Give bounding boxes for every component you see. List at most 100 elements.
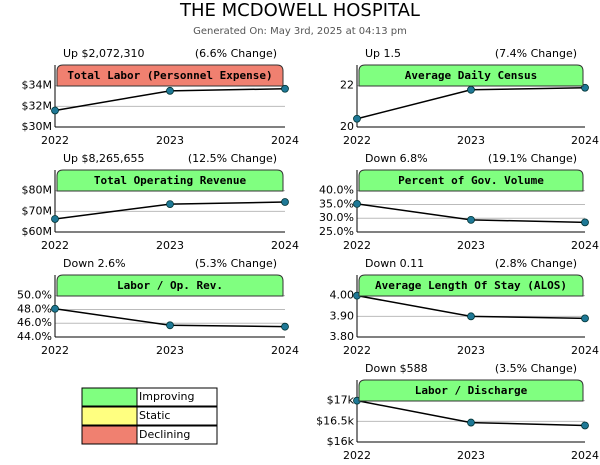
x-tick-label: 2023: [457, 134, 485, 147]
y-tick-label: 20: [340, 120, 354, 133]
point: [467, 215, 475, 224]
point: [581, 218, 589, 227]
x-tick-label: 2024: [271, 344, 299, 357]
x-tick-label: 2022: [41, 134, 69, 147]
change-label: Up $8,265,655: [63, 152, 145, 165]
chart-title: Average Length Of Stay (ALOS): [375, 279, 567, 292]
point: [581, 314, 589, 323]
percent-change-label: (19.1% Change): [488, 152, 577, 165]
legend-label: Static: [139, 409, 170, 422]
x-tick-label: 2023: [457, 449, 485, 462]
y-tick-label: 3.90: [330, 309, 355, 322]
legend-cell: [136, 387, 218, 407]
x-tick-label: 2023: [457, 239, 485, 252]
y-tick-label: $30M: [22, 120, 53, 133]
point: [467, 418, 475, 427]
percent-change-label: (12.5% Change): [188, 152, 277, 165]
point: [281, 84, 289, 93]
legend-swatch: [81, 387, 138, 407]
status-tab: [358, 169, 584, 192]
legend-swatch: [81, 406, 138, 426]
y-tick-label: $60M: [22, 225, 53, 238]
y-tick-label: $70M: [22, 204, 53, 217]
y-tick-label: 35.0%: [319, 197, 354, 210]
legend-cell: [136, 406, 218, 426]
change-label: Down 0.11: [365, 257, 424, 270]
page-title: THE MCDOWELL HOSPITAL: [179, 0, 420, 21]
change-label: Down 2.6%: [63, 257, 126, 270]
x-tick-label: 2023: [156, 239, 184, 252]
point: [51, 215, 59, 223]
y-tick-label: 22: [340, 79, 354, 92]
change-label: Down 6.8%: [365, 152, 428, 165]
percent-change-label: (2.8% Change): [495, 257, 577, 270]
point: [581, 421, 589, 430]
legend-label: Declining: [139, 428, 190, 441]
percent-change-label: (7.4% Change): [495, 47, 577, 60]
y-tick-label: 40.0%: [319, 184, 354, 197]
x-tick-label: 2022: [343, 344, 371, 357]
page-subtitle: Generated On: May 3rd, 2025 at 04:13 pm: [193, 26, 407, 37]
x-tick-label: 2022: [41, 239, 69, 252]
status-tab: [56, 274, 284, 297]
point: [51, 106, 59, 115]
point: [166, 321, 174, 330]
chart-title: Labor / Op. Rev.: [117, 279, 223, 292]
y-tick-label: 46.0%: [17, 316, 52, 329]
x-tick-label: 2024: [571, 239, 599, 252]
point: [467, 312, 475, 321]
y-tick-label: $16k: [327, 435, 355, 448]
x-tick-label: 2022: [343, 239, 371, 252]
y-tick-label: $16.5k: [316, 414, 354, 427]
x-tick-label: 2024: [271, 134, 299, 147]
y-tick-label: $80M: [22, 184, 53, 197]
change-label: Up 1.5: [365, 47, 401, 60]
chart-title: Total Labor (Personnel Expense): [67, 69, 272, 82]
x-tick-label: 2023: [156, 344, 184, 357]
status-tab: [358, 274, 584, 297]
status-tab: [56, 169, 284, 192]
x-tick-label: 2022: [41, 344, 69, 357]
x-tick-label: 2024: [571, 344, 599, 357]
percent-change-label: (3.5% Change): [495, 362, 577, 375]
status-tab: [358, 64, 584, 87]
y-tick-label: 4.00: [330, 289, 355, 302]
point: [281, 198, 289, 206]
y-tick-label: $17k: [327, 394, 355, 407]
y-tick-label: 48.0%: [17, 302, 52, 315]
change-label: Down $588: [365, 362, 428, 375]
point: [353, 199, 361, 208]
y-tick-label: $32M: [22, 99, 53, 112]
chart-title: Percent of Gov. Volume: [398, 174, 544, 187]
status-tab: [56, 64, 284, 87]
percent-change-label: (5.3% Change): [195, 257, 277, 270]
percent-change-label: (6.6% Change): [195, 47, 277, 60]
chart-title: Total Operating Revenue: [94, 174, 247, 187]
x-tick-label: 2022: [343, 134, 371, 147]
point: [353, 114, 361, 123]
legend-swatch: [81, 425, 138, 445]
x-tick-label: 2023: [457, 344, 485, 357]
y-tick-label: 30.0%: [319, 211, 354, 224]
point: [166, 200, 174, 209]
chart-title: Average Daily Census: [405, 69, 537, 82]
chart-title: Labor / Discharge: [415, 384, 528, 397]
legend-cell: [136, 425, 218, 445]
x-tick-label: 2024: [571, 449, 599, 462]
y-tick-label: 44.0%: [17, 330, 52, 343]
y-tick-label: 50.0%: [17, 289, 52, 302]
change-label: Up $2,072,310: [63, 47, 145, 60]
point: [166, 86, 174, 95]
y-tick-label: 3.80: [330, 330, 355, 343]
x-tick-label: 2024: [271, 239, 299, 252]
y-tick-label: $34M: [22, 79, 53, 92]
x-tick-label: 2024: [571, 134, 599, 147]
legend-label: Improving: [139, 390, 194, 403]
x-tick-label: 2023: [156, 134, 184, 147]
point: [281, 322, 289, 331]
status-tab: [358, 379, 584, 402]
y-tick-label: 25.0%: [319, 225, 354, 238]
point: [467, 85, 475, 94]
